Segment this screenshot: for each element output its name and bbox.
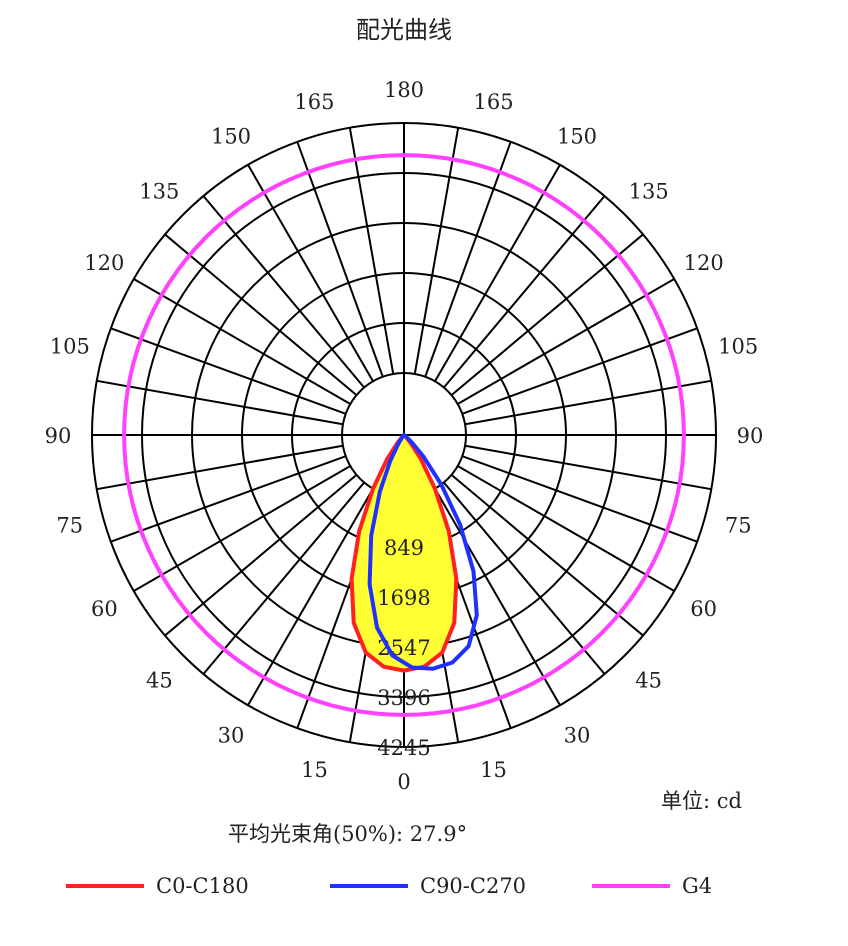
legend-label: G4: [682, 874, 712, 898]
angle-label: 60: [690, 597, 717, 621]
polar-grid: [91, 122, 717, 748]
grid-spoke: [457, 465, 675, 592]
grid-spoke: [110, 455, 347, 543]
angle-label: 60: [91, 597, 118, 621]
angle-label: 90: [737, 424, 764, 448]
angle-label: 150: [557, 124, 597, 148]
angle-label: 30: [218, 724, 245, 748]
angle-label: 45: [146, 669, 173, 693]
grid-spoke: [457, 278, 675, 405]
grid-spoke: [96, 444, 344, 491]
distribution-curves: [122, 153, 686, 717]
angle-label: 180: [384, 78, 424, 102]
chart-title: 配光曲线: [356, 16, 452, 44]
legend-label: C0-C180: [156, 874, 249, 898]
beam-angle-label: 平均光束角(50%): 27.9°: [228, 822, 467, 846]
series-curve: [122, 153, 686, 717]
grid-spoke: [164, 474, 358, 637]
grid-spoke: [133, 278, 351, 405]
grid-spoke: [424, 141, 512, 378]
angle-labels: 0 15 15 30 30 45 45 60 60 75 75 90 90 105 105 120 120 135…: [45, 78, 764, 794]
angle-label: 0: [397, 770, 410, 794]
angle-label: 15: [301, 758, 328, 782]
grid-spoke: [443, 481, 606, 675]
grid-spoke: [434, 164, 561, 382]
angle-label: 120: [84, 251, 124, 275]
angle-label: 150: [211, 124, 251, 148]
grid-spoke: [450, 233, 644, 396]
grid-spoke: [434, 488, 561, 706]
radial-tick-label: 3396: [377, 686, 430, 710]
series-curve: [367, 433, 479, 671]
angle-label: 90: [45, 424, 72, 448]
angle-label: 75: [56, 514, 83, 538]
grid-spoke: [461, 327, 698, 415]
series-curve: [349, 433, 459, 673]
grid-spoke: [96, 379, 344, 426]
legend: C0-C180 C90-C270 G4: [66, 874, 712, 898]
angle-label: 135: [629, 179, 669, 203]
angle-label: 120: [684, 251, 724, 275]
grid-spoke: [110, 327, 347, 415]
grid-spoke: [133, 465, 351, 592]
grid-spoke: [413, 127, 460, 375]
radial-tick-label: 1698: [377, 586, 430, 610]
angle-label: 135: [139, 179, 179, 203]
angle-label: 105: [718, 334, 758, 358]
grid-spoke: [247, 164, 374, 382]
grid-spoke: [202, 481, 365, 675]
grid-spoke: [296, 141, 384, 378]
grid-spoke: [202, 195, 365, 389]
angle-label: 165: [294, 90, 334, 114]
unit-label: 单位: cd: [661, 789, 742, 813]
angle-label: 45: [635, 669, 662, 693]
grid-spoke: [450, 474, 644, 637]
legend-label: C90-C270: [420, 874, 526, 898]
grid-spoke: [461, 455, 698, 543]
grid-spoke: [443, 195, 606, 389]
grid-spoke: [247, 488, 374, 706]
grid-spoke: [164, 233, 358, 396]
angle-label: 30: [564, 724, 591, 748]
radial-tick-label: 4245: [377, 736, 430, 760]
grid-spoke: [348, 127, 395, 375]
angle-label: 15: [480, 758, 507, 782]
angle-label: 105: [50, 334, 90, 358]
angle-label: 75: [725, 514, 752, 538]
grid-spoke: [464, 379, 712, 426]
grid-spoke: [464, 444, 712, 491]
angle-label: 165: [474, 90, 514, 114]
radial-tick-label: 849: [384, 536, 424, 560]
